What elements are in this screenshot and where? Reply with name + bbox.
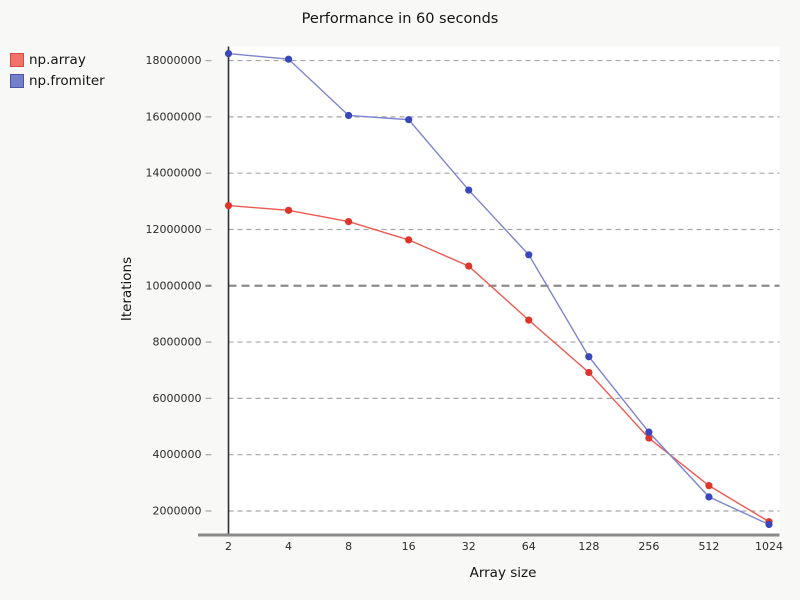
x-tick-label: 32 (462, 540, 476, 553)
legend-swatch-np-array (10, 53, 24, 67)
data-point-np.fromiter-16 (405, 116, 413, 124)
data-point-np.fromiter-1024 (765, 520, 773, 529)
x-tick-label: 2 (225, 540, 232, 553)
y-tick-label: 10000000 (146, 279, 202, 292)
data-point-np.array-64 (525, 316, 533, 324)
x-tick-label: 4 (285, 540, 292, 553)
legend: np.array np.fromiter (10, 52, 105, 95)
y-tick-label: 16000000 (146, 110, 202, 123)
legend-item-np-fromiter: np.fromiter (10, 73, 105, 89)
data-point-np.array-4 (284, 206, 293, 214)
data-point-np.array-128 (585, 368, 593, 377)
data-point-np.array-8 (345, 217, 353, 226)
x-tick-label: 16 (402, 540, 416, 553)
chart-title: Performance in 60 seconds (301, 11, 499, 27)
data-point-np.fromiter-8 (345, 111, 353, 120)
x-tick-label: 512 (698, 540, 719, 553)
x-tick-label: 128 (578, 540, 599, 553)
y-tick-label: 2000000 (153, 504, 202, 517)
x-tick-label: 1024 (755, 540, 783, 553)
data-point-np.fromiter-2 (224, 49, 233, 58)
y-tick-label: 14000000 (146, 167, 202, 180)
y-tick-label: 6000000 (153, 392, 202, 405)
data-point-np.fromiter-128 (585, 353, 593, 361)
data-point-np.fromiter-512 (705, 493, 713, 501)
data-point-np.array-512 (705, 482, 713, 490)
legend-label-np-array: np.array (29, 52, 86, 68)
legend-swatch-np-fromiter (10, 74, 24, 88)
data-point-np.array-256 (645, 434, 653, 442)
data-point-np.array-32 (465, 262, 473, 270)
y-tick-label: 12000000 (146, 223, 202, 236)
x-tick-label: 256 (638, 540, 659, 553)
legend-item-np-array: np.array (10, 52, 105, 68)
x-tick-label: 64 (522, 540, 536, 553)
legend-label-np-fromiter: np.fromiter (29, 73, 105, 89)
y-tick-label: 18000000 (146, 54, 202, 67)
y-tick-label: 8000000 (153, 336, 202, 349)
series-line-np.fromiter (228, 52, 770, 526)
series-line-np.array (228, 204, 770, 523)
y-tick-label: 4000000 (153, 448, 202, 461)
x-tick-label: 8 (345, 540, 352, 553)
data-point-np.fromiter-64 (525, 251, 533, 259)
plot-area (228, 46, 780, 534)
data-point-np.array-2 (224, 201, 233, 210)
data-point-np.fromiter-32 (465, 186, 473, 194)
data-point-np.array-16 (405, 236, 413, 244)
data-point-np.fromiter-4 (284, 55, 293, 63)
data-point-np.fromiter-256 (645, 428, 653, 436)
x-axis-title: Array size (469, 565, 537, 581)
